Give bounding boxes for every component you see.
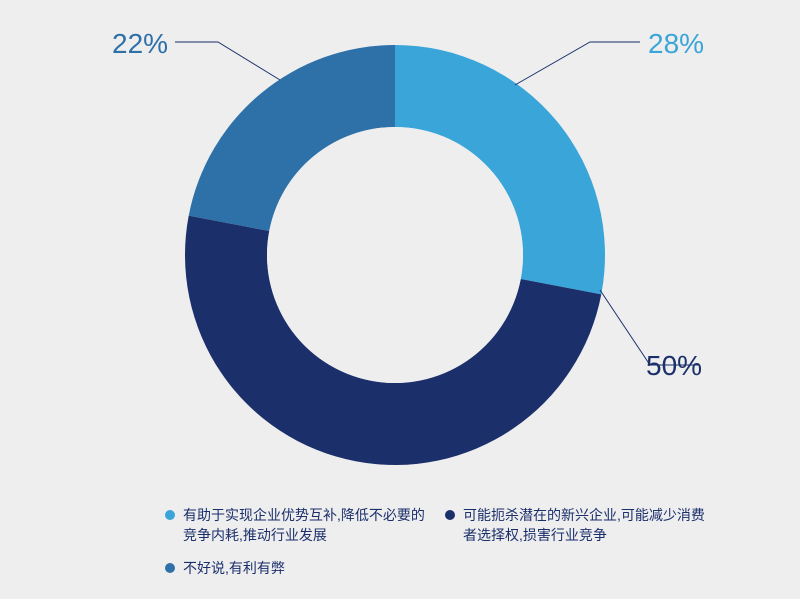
donut-hole — [267, 127, 523, 383]
legend-dot-icon — [445, 510, 455, 520]
legend-text: 不好说,有利有弊 — [183, 558, 435, 578]
donut-slices — [185, 45, 605, 465]
leader-line-a — [515, 42, 640, 85]
legend-dot-icon — [165, 563, 175, 573]
legend-col-2: 可能扼杀潜在的新兴企业,可能减少消费者选择权,损害行业竞争 — [445, 505, 725, 590]
donut-chart-container: 28% 50% 22% 有助于实现企业优势互补,降低不必要的竞争内耗,推动行业发展 … — [0, 0, 800, 599]
legend-text: 有助于实现企业优势互补,降低不必要的竞争内耗,推动行业发展 — [183, 505, 435, 546]
legend-item: 不好说,有利有弊 — [165, 558, 435, 578]
percent-label-a: 28% — [648, 28, 704, 60]
legend: 有助于实现企业优势互补,降低不必要的竞争内耗,推动行业发展 不好说,有利有弊 可… — [165, 505, 725, 590]
legend-item: 有助于实现企业优势互补,降低不必要的竞争内耗,推动行业发展 — [165, 505, 435, 546]
legend-item: 可能扼杀潜在的新兴企业,可能减少消费者选择权,损害行业竞争 — [445, 505, 715, 546]
leader-line-c — [175, 42, 280, 80]
legend-col-1: 有助于实现企业优势互补,降低不必要的竞争内耗,推动行业发展 不好说,有利有弊 — [165, 505, 445, 590]
legend-dot-icon — [165, 510, 175, 520]
legend-text: 可能扼杀潜在的新兴企业,可能减少消费者选择权,损害行业竞争 — [463, 505, 715, 546]
percent-label-c: 22% — [112, 28, 168, 60]
percent-label-b: 50% — [646, 350, 702, 382]
